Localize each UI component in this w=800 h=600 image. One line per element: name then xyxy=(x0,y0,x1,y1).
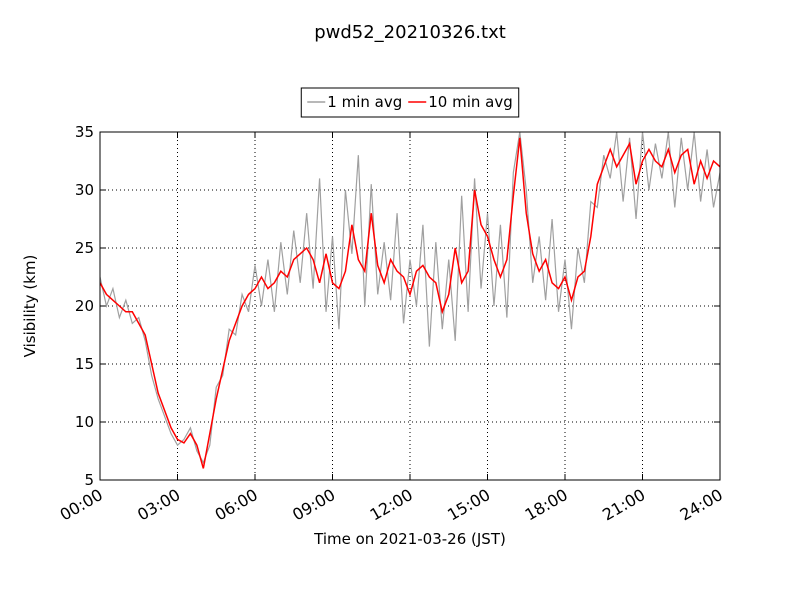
x-tick-label: 18:00 xyxy=(522,485,571,525)
x-axis-label: Time on 2021-03-26 (JST) xyxy=(313,530,506,548)
y-tick-label: 10 xyxy=(75,413,94,431)
legend-label: 10 min avg xyxy=(428,93,513,111)
plot-frame xyxy=(99,131,721,481)
legend-label: 1 min avg xyxy=(327,93,402,111)
x-tick-label: 06:00 xyxy=(212,485,261,525)
x-tick-label: 12:00 xyxy=(367,485,416,525)
plot-area xyxy=(100,132,720,469)
y-tick-label: 35 xyxy=(75,123,94,141)
y-tick-label: 5 xyxy=(84,471,94,489)
y-tick-label: 25 xyxy=(75,239,94,257)
y-tick-label: 30 xyxy=(75,181,94,199)
x-tick-label: 15:00 xyxy=(444,485,493,525)
x-tick-label: 21:00 xyxy=(599,485,648,525)
x-tick-label: 00:00 xyxy=(57,485,106,525)
x-tick-label: 24:00 xyxy=(677,485,726,525)
legend: 1 min avg 10 min avg xyxy=(300,87,520,118)
y-axis-label: Visibility (km) xyxy=(21,255,39,358)
x-tick-label: 09:00 xyxy=(289,485,338,525)
y-tick-label: 15 xyxy=(75,355,94,373)
data-line xyxy=(100,137,720,469)
chart-title: pwd52_20210326.txt xyxy=(314,22,506,43)
data-line xyxy=(100,132,720,465)
x-tick-label: 03:00 xyxy=(134,485,183,525)
y-tick-label: 20 xyxy=(75,297,94,315)
